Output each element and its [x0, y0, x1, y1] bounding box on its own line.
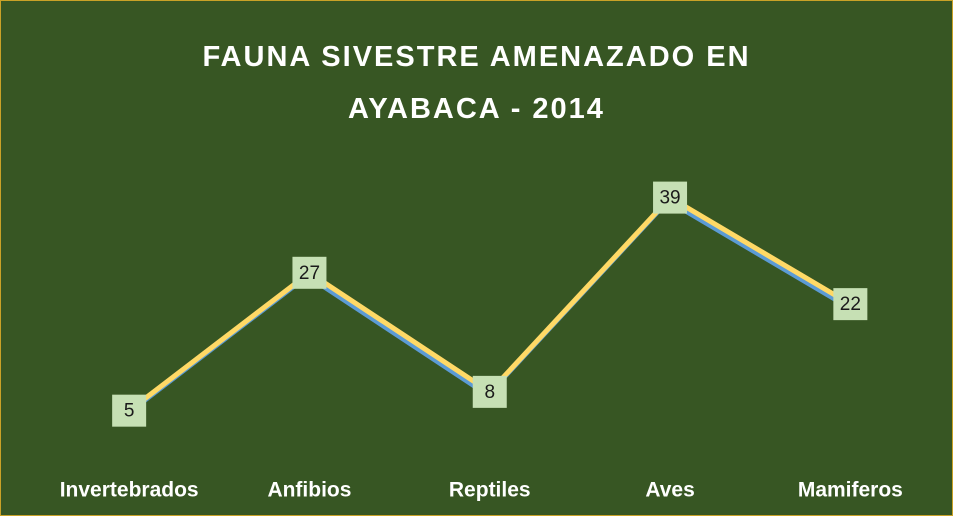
data-label-box	[472, 375, 507, 408]
data-label: 8	[472, 375, 507, 408]
data-label: 5	[112, 394, 147, 427]
data-label-text: 8	[484, 382, 495, 403]
data-label-box	[112, 394, 147, 427]
data-label: 22	[833, 288, 868, 321]
chart-title: FAUNA SIVESTRE AMENAZADO EN AYABACA - 20…	[202, 41, 751, 125]
x-tick-label: Mamiferos	[798, 479, 903, 502]
data-label-text: 22	[840, 294, 861, 315]
data-label-box	[833, 288, 868, 321]
x-tick-label: Reptiles	[449, 479, 531, 502]
data-label-text: 5	[124, 401, 135, 422]
x-tick-label: Invertebrados	[60, 479, 199, 502]
data-label-text: 27	[299, 263, 320, 284]
data-label-text: 39	[659, 188, 680, 209]
data-label-box	[292, 256, 327, 289]
x-tick-label: Anfibios	[267, 479, 351, 502]
data-label: 27	[292, 256, 327, 289]
x-tick-label: Aves	[645, 479, 694, 502]
data-label: 39	[653, 181, 688, 214]
data-label-box	[653, 181, 688, 214]
